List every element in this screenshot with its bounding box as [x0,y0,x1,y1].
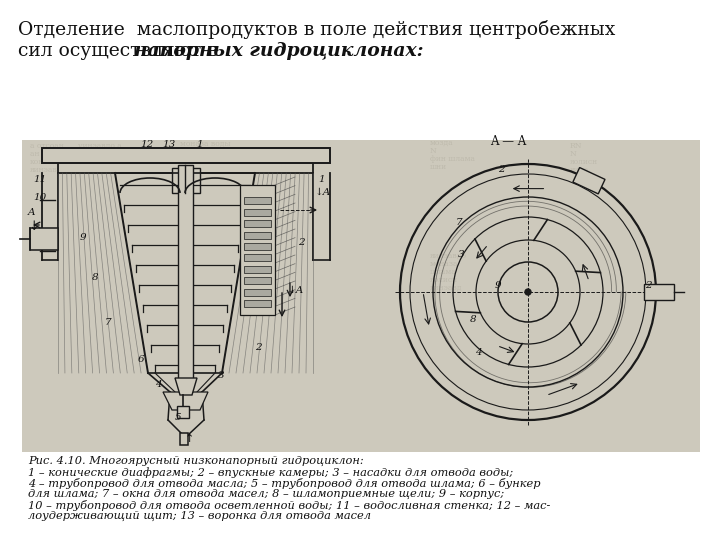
Text: моназа воды: моназа воды [180,140,230,148]
Text: 12: 12 [140,140,153,149]
Text: 9: 9 [80,233,86,242]
Bar [178,165,193,385]
Text: 6: 6 [138,355,145,364]
Text: 10 – трубопровод для отвода осветленной воды; 11 – водосливная стенка; 12 – мас-: 10 – трубопровод для отвода осветленной … [28,500,550,511]
Text: уониж: уониж [180,156,206,164]
Text: A — A: A — A [490,135,526,148]
Text: 2: 2 [645,281,652,290]
Text: ан Нас: ан Нас [30,150,58,158]
Bar [172,168,200,193]
Text: ↑: ↑ [185,434,194,444]
Text: A: A [28,208,35,217]
Polygon shape [175,378,197,395]
Text: яинэавдо: яинэавдо [180,148,217,156]
Bar [177,406,189,418]
Text: 2: 2 [255,343,261,352]
Text: 2: 2 [498,165,505,174]
Bar [573,167,605,194]
Text: 8: 8 [470,315,477,324]
Text: ↓A: ↓A [315,188,331,197]
Text: а отсоан      уинэавдо а: а отсоан уинэавдо а [30,142,122,150]
Text: яолисн: яолисн [570,158,598,166]
Text: 1: 1 [318,175,325,184]
Text: 11: 11 [33,175,46,184]
Bar [644,284,674,300]
Bar [58,153,313,173]
Text: N: N [430,147,437,155]
Text: яолисн: яолисн [180,164,208,172]
Text: лоудерживающий щит; 13 – воронка для отвода масел: лоудерживающий щит; 13 – воронка для отв… [28,511,371,521]
Text: 4 – трубопровод для отвода масла; 5 – трубопровод для отвода шлама; 6 – бункер: 4 – трубопровод для отвода масла; 5 – тр… [28,478,541,489]
Text: яинэавд: яинэавд [30,166,63,174]
Text: 1 – конические диафрагмы; 2 – впускные камеры; 3 – насадки для отвода воды;: 1 – конические диафрагмы; 2 – впускные к… [28,467,513,478]
Text: яинэ: яинэ [570,166,589,174]
Text: 4: 4 [155,380,161,389]
Bar [244,288,271,295]
Text: напорных гидроциклонах:: напорных гидроциклонах: [134,42,423,60]
Text: Отделение  маслопродуктов в поле действия центробежных: Отделение маслопродуктов в поле действия… [18,20,616,39]
Bar [30,228,58,250]
Text: N: N [570,150,577,158]
Text: 4: 4 [475,348,482,357]
Bar [244,243,271,250]
Text: 1: 1 [196,140,202,149]
Text: 13: 13 [162,140,175,149]
Text: сил осуществляют в: сил осуществляют в [18,42,224,60]
Text: 9: 9 [495,281,502,290]
Bar [244,266,271,273]
Text: 7: 7 [105,318,112,327]
Text: RN: RN [570,142,582,150]
Text: яолисн: яолисн [430,276,458,284]
Text: 2: 2 [298,238,305,247]
Text: 3: 3 [218,371,225,380]
Bar [244,300,271,307]
Text: ↓: ↓ [28,220,38,233]
Text: моназа: моназа [430,260,459,268]
Bar [42,148,330,163]
Text: Рис. 4.10. Многоярусный низконапорный гидроциклон:: Рис. 4.10. Многоярусный низконапорный ги… [28,456,364,466]
Bar [244,198,271,205]
Text: яинэавд: яинэавд [430,284,462,292]
Text: ↓A: ↓A [288,286,305,295]
Bar [22,140,700,452]
Text: 5: 5 [175,413,181,422]
Bar [240,185,275,315]
Text: мозда: мозда [430,139,454,147]
Polygon shape [163,392,208,410]
Bar [180,433,188,445]
Text: 7: 7 [456,218,463,227]
Text: фин шлама: фин шлама [430,155,475,163]
Text: 10: 10 [33,193,46,202]
Bar [244,277,271,284]
Text: шни: шни [430,163,447,171]
Bar [244,209,271,216]
Text: для шлама; 7 – окна для отвода масел; 8 – шламоприемные щели; 9 – корпус;: для шлама; 7 – окна для отвода масел; 8 … [28,489,504,499]
Bar [244,220,271,227]
Text: конические: конические [30,158,77,166]
Bar [244,254,271,261]
Text: 8: 8 [92,273,99,282]
Circle shape [525,289,531,295]
Bar [244,232,271,239]
Text: 3: 3 [458,250,464,259]
Text: яинэавдо: яинэавдо [430,252,467,260]
Text: шлама: шлама [430,268,456,276]
